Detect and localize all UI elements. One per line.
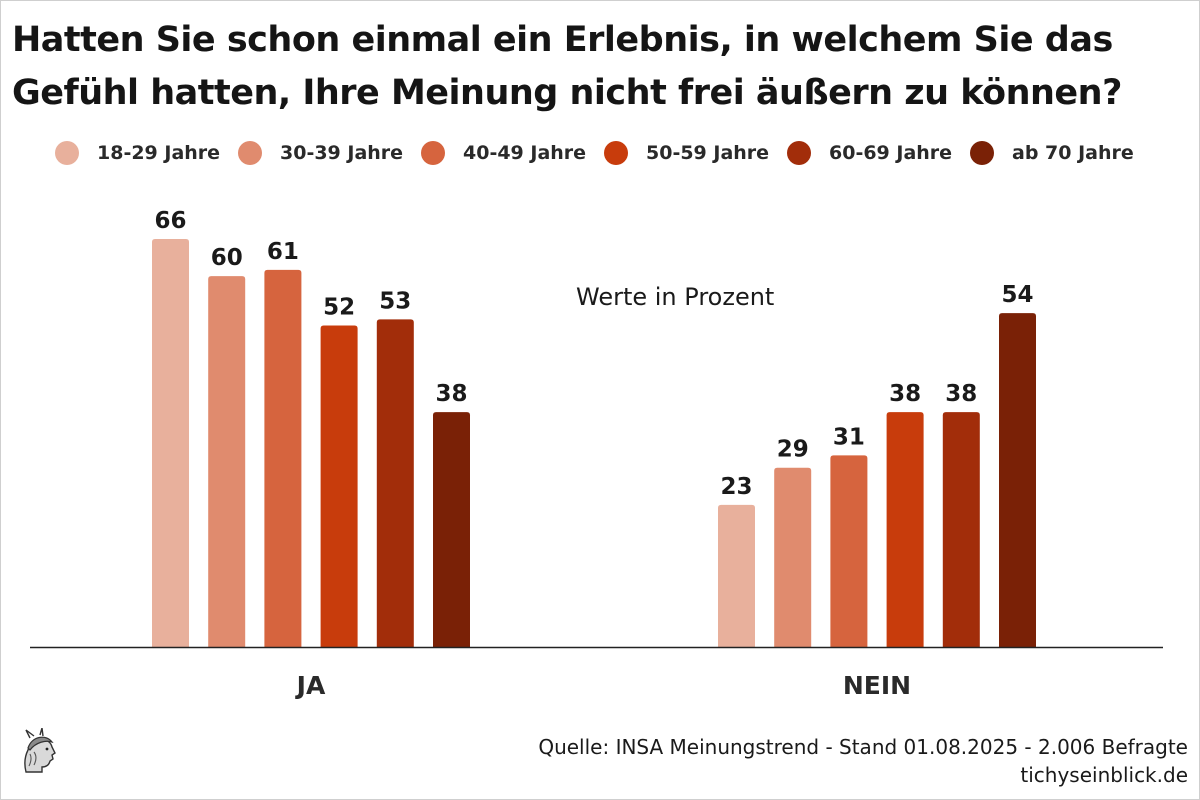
values-in-percent-note: Werte in Prozent xyxy=(576,283,775,311)
legend-label: ab 70 Jahre xyxy=(1012,142,1134,164)
source-note: Quelle: INSA Meinungstrend - Stand 01.08… xyxy=(538,733,1188,789)
legend-label: 40-49 Jahre xyxy=(463,142,587,164)
bar xyxy=(886,412,924,647)
bar-value-label: 23 xyxy=(720,474,752,500)
category-label: NEIN xyxy=(843,671,911,700)
title-line-1: Hatten Sie schon einmal ein Erlebnis, in… xyxy=(12,20,1113,60)
bar-value-label: 38 xyxy=(435,381,467,407)
legend-label: 18-29 Jahre xyxy=(97,142,221,164)
legend-swatch xyxy=(55,141,79,165)
legend: 18-29 Jahre 30-39 Jahre 40-49 Jahre 50-59 J… xyxy=(0,138,1200,168)
bar xyxy=(264,269,302,647)
legend-label: 30-39 Jahre xyxy=(280,142,404,164)
bar xyxy=(152,239,189,647)
bar-value-label: 61 xyxy=(267,239,299,265)
category-label: JA xyxy=(295,671,326,700)
legend-label: 50-59 Jahre xyxy=(646,142,770,164)
bar-value-label: 38 xyxy=(945,381,977,407)
bar xyxy=(433,412,470,647)
legend-swatch xyxy=(787,141,811,165)
legend-swatch xyxy=(421,141,445,165)
bar xyxy=(999,313,1036,647)
website-label: tichyseinblick.de xyxy=(1020,763,1188,787)
legend-swatch xyxy=(970,141,994,165)
bar xyxy=(942,412,980,647)
source-line: Quelle: INSA Meinungstrend - Stand 01.08… xyxy=(538,735,1188,759)
legend-swatch xyxy=(604,141,628,165)
bar-value-label: 54 xyxy=(1001,282,1033,308)
bar xyxy=(774,467,812,647)
bar-value-label: 31 xyxy=(833,424,865,450)
bar-value-label: 38 xyxy=(889,381,921,407)
bar-value-label: 52 xyxy=(323,295,355,321)
legend-label: 60-69 Jahre xyxy=(829,142,953,164)
title-line-2: Gefühl hatten, Ihre Meinung nicht frei ä… xyxy=(12,73,1122,113)
bar xyxy=(718,504,755,647)
legend-swatch xyxy=(238,141,262,165)
bar-value-label: 66 xyxy=(154,208,186,234)
bar xyxy=(320,325,358,647)
chart-title: Hatten Sie schon einmal ein Erlebnis, in… xyxy=(12,14,1192,120)
bar xyxy=(208,276,246,647)
hermes-head-logo-icon xyxy=(12,728,62,778)
bar-value-label: 29 xyxy=(777,437,809,463)
bar xyxy=(376,319,414,647)
bar-value-label: 53 xyxy=(379,288,411,314)
bar xyxy=(830,455,868,647)
bar-value-label: 60 xyxy=(211,245,243,271)
